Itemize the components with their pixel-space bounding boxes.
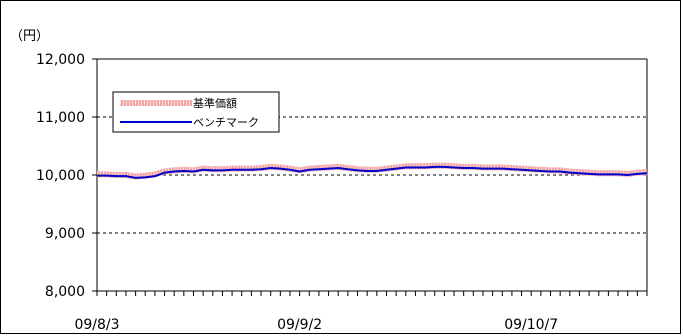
y-unit-label: （円） [10,29,49,44]
legend-label-benchmark: ベンチマーク [193,116,259,129]
y-tick-label: 9,000 [45,226,85,242]
x-tick-label: 09/8/3 [74,317,119,333]
legend-label-nav: 基準価額 [193,96,237,110]
y-tick-label: 11,000 [36,110,85,126]
y-tick-label: 12,000 [36,52,85,68]
legend-box [112,91,280,133]
x-tick-label: 09/9/2 [277,317,322,333]
y-tick-label: 8,000 [45,284,85,300]
y-tick-label: 10,000 [36,168,85,184]
legend: 基準価額 ベンチマーク [112,91,280,133]
series-line-nav-texture [97,162,648,180]
x-tick-label: 09/10/7 [504,317,558,333]
series-line-benchmark [97,165,648,179]
